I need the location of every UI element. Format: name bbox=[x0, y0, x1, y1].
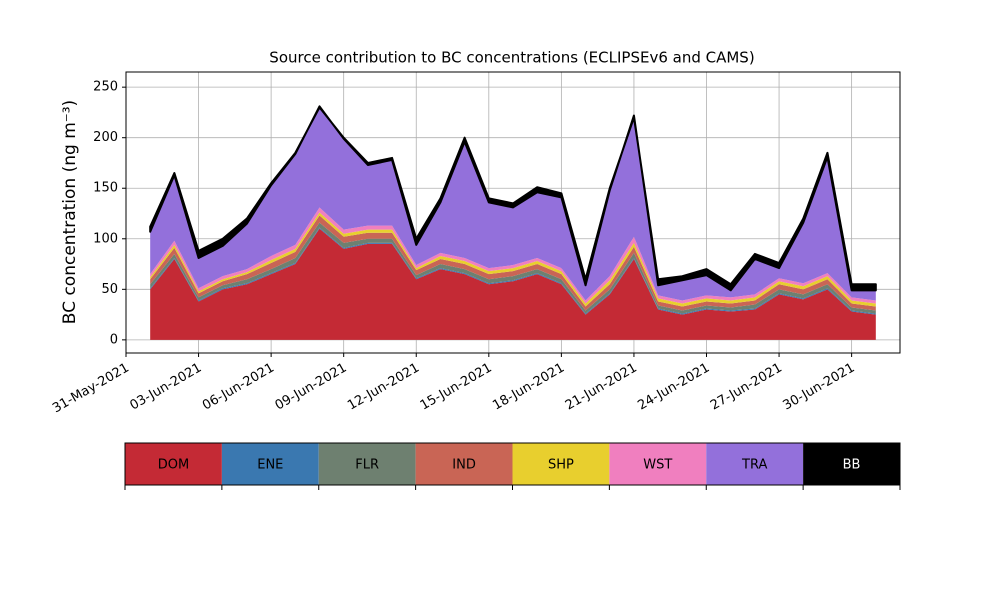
legend-label: BB bbox=[843, 458, 861, 473]
legend-label: FLR bbox=[355, 458, 379, 473]
legend-swatch bbox=[609, 443, 707, 485]
legend-swatch bbox=[415, 443, 513, 485]
legend-label: DOM bbox=[158, 458, 189, 473]
legend-swatch bbox=[125, 443, 222, 485]
x-tick-label: 21-Jun-2021 bbox=[563, 361, 640, 414]
legend-frame bbox=[124, 442, 901, 486]
x-tick-label: 30-Jun-2021 bbox=[781, 361, 858, 414]
y-tick-label: 100 bbox=[93, 231, 118, 246]
y-tick-label: 150 bbox=[93, 181, 118, 196]
x-tick-label: 24-Jun-2021 bbox=[635, 361, 712, 414]
legend-label: ENE bbox=[257, 458, 283, 473]
y-tick-label: 200 bbox=[93, 130, 118, 145]
x-tick-label: 09-Jun-2021 bbox=[273, 361, 350, 414]
legend-swatch bbox=[803, 443, 900, 485]
plot-frame bbox=[125, 71, 901, 354]
y-tick-label: 250 bbox=[93, 80, 118, 95]
chart-title: Source contribution to BC concentrations… bbox=[269, 49, 754, 67]
legend-label: SHP bbox=[548, 458, 574, 473]
x-tick-label: 03-Jun-2021 bbox=[127, 361, 204, 414]
legend-swatch bbox=[512, 443, 610, 485]
area bbox=[150, 106, 876, 301]
x-tick-label: 27-Jun-2021 bbox=[708, 361, 785, 414]
x-tick-label: 15-Jun-2021 bbox=[418, 361, 495, 414]
legend-label: IND bbox=[452, 458, 476, 473]
x-tick-label: 31-May-2021 bbox=[50, 361, 132, 417]
legend-label: TRA bbox=[741, 458, 767, 473]
legend-label: WST bbox=[643, 458, 672, 473]
legend-swatch bbox=[318, 443, 416, 485]
y-tick-label: 50 bbox=[101, 282, 118, 297]
y-axis-label: BC concentration (ng m⁻³) bbox=[60, 100, 80, 324]
x-tick-label: 12-Jun-2021 bbox=[345, 361, 422, 414]
legend-swatch bbox=[706, 443, 804, 485]
y-tick-label: 0 bbox=[110, 332, 118, 347]
x-tick-label: 06-Jun-2021 bbox=[200, 361, 277, 414]
legend-swatch bbox=[221, 443, 319, 485]
area bbox=[149, 105, 877, 292]
x-tick-label: 18-Jun-2021 bbox=[490, 361, 567, 414]
